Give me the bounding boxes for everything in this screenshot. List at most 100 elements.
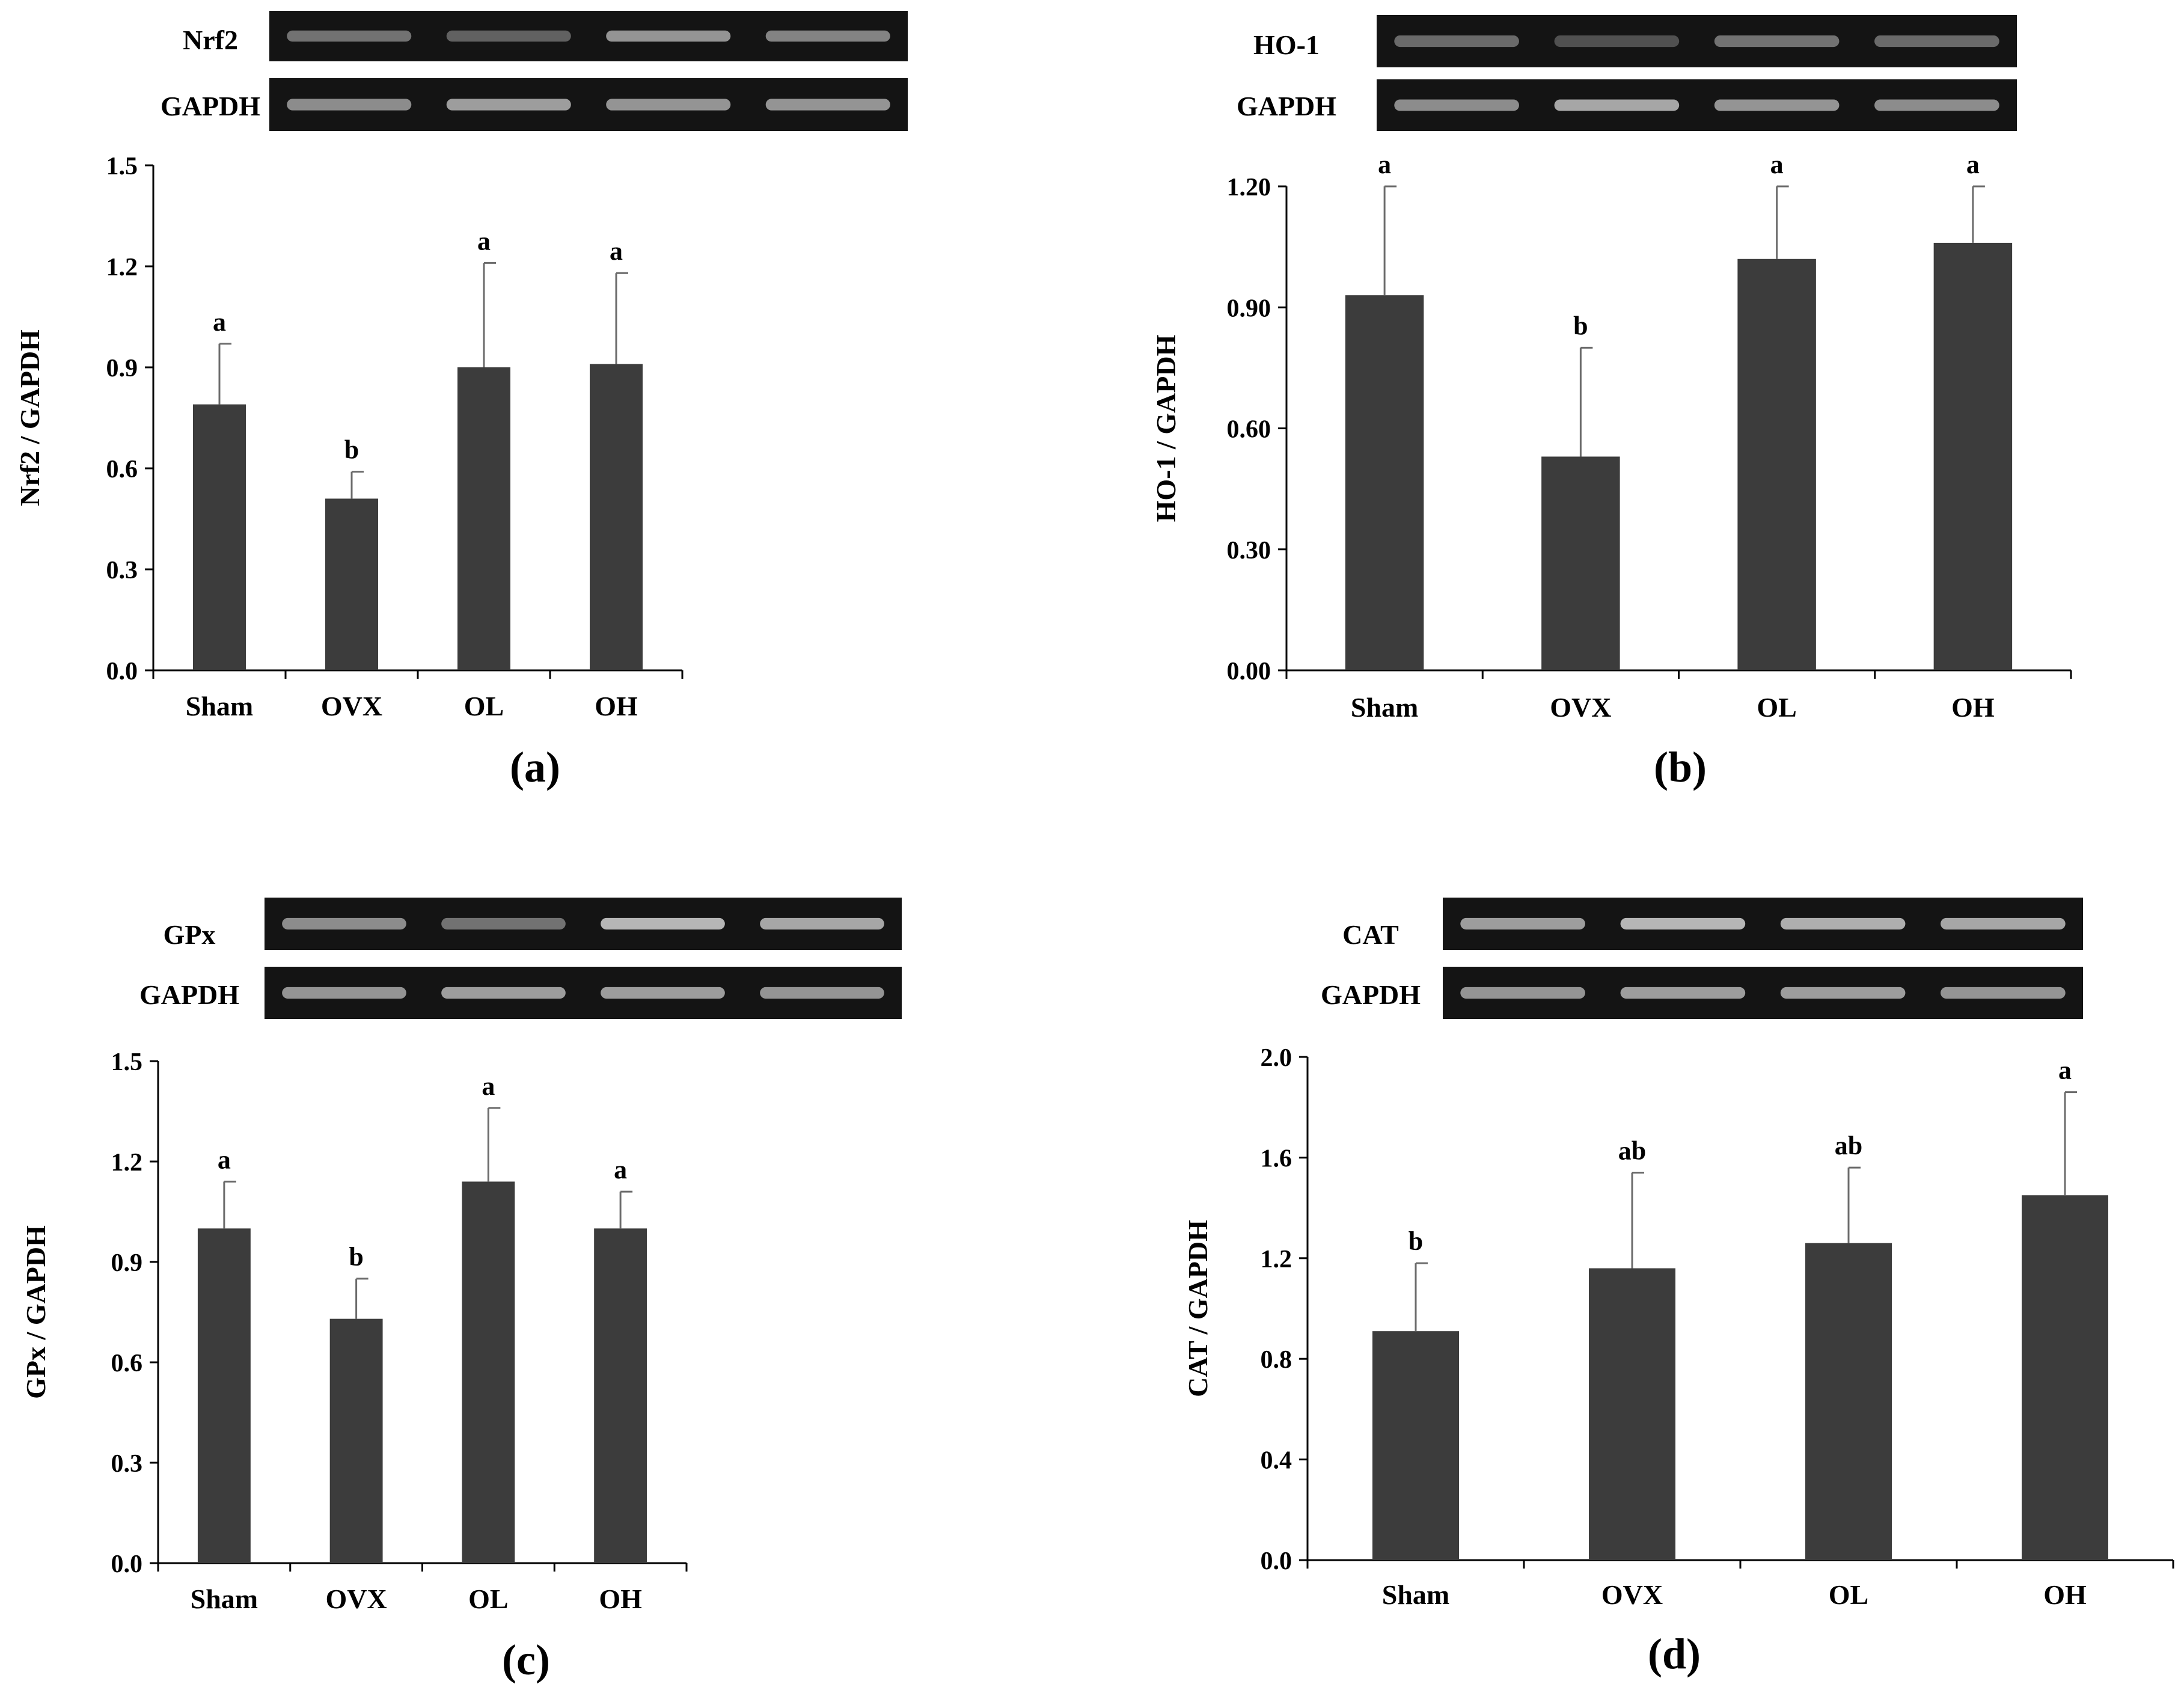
gel-band-gapdh: [1874, 99, 1999, 111]
y-axis-label: CAT / GAPDH: [1182, 1220, 1213, 1397]
gel-band-gene: [282, 917, 406, 930]
gel-band-gapdh: [765, 99, 890, 111]
gel-band-gapdh: [1620, 987, 1746, 999]
bar: [1589, 1268, 1675, 1560]
y-tick-label: 1.6: [1261, 1145, 1292, 1172]
y-tick-label: 1.2: [111, 1149, 143, 1177]
y-tick-label: 0.90: [1227, 295, 1271, 322]
gel-band-gapdh: [601, 987, 725, 999]
gel-band-gene: [1941, 917, 2066, 930]
significance-label: a: [1378, 150, 1391, 179]
bar: [193, 404, 246, 670]
y-tick-label: 1.5: [106, 153, 138, 180]
significance-label: ab: [1618, 1136, 1646, 1166]
bar: [1345, 295, 1424, 670]
bar: [329, 1318, 383, 1563]
gel-band-gene: [606, 30, 731, 42]
gel-band-gene: [1394, 35, 1519, 47]
gel-band-gene: [1460, 917, 1585, 930]
bar: [325, 498, 378, 670]
significance-label: b: [349, 1242, 363, 1272]
gel-band-gene: [760, 917, 884, 930]
y-tick-label: 1.2: [106, 254, 138, 281]
x-tick-label: OH: [1951, 692, 1995, 723]
gel-band-gene: [441, 917, 566, 930]
gel-gapdh-label: GAPDH: [1237, 91, 1336, 121]
bar: [462, 1181, 515, 1563]
gel-band-gene: [1874, 35, 1999, 47]
bar: [457, 367, 510, 670]
significance-label: b: [344, 435, 359, 465]
y-tick-label: 1.20: [1227, 174, 1271, 201]
gel-gapdh-label: GAPDH: [139, 979, 239, 1010]
y-tick-label: 0.9: [111, 1249, 143, 1277]
x-tick-label: OL: [1829, 1579, 1868, 1610]
y-tick-label: 0.60: [1227, 416, 1271, 444]
x-tick-label: OVX: [326, 1584, 387, 1614]
y-tick-label: 0.0: [1261, 1547, 1292, 1575]
gel-band-gene: [287, 30, 412, 42]
x-tick-label: OVX: [321, 691, 382, 721]
bar: [1541, 456, 1620, 670]
y-tick-label: 2.0: [1261, 1044, 1292, 1072]
gel-band-gene: [765, 30, 890, 42]
significance-label: a: [477, 226, 491, 256]
y-axis-label: Nrf2 / GAPDH: [14, 329, 45, 506]
y-tick-label: 1.2: [1261, 1246, 1292, 1273]
gel-gapdh-label: GAPDH: [1321, 979, 1421, 1010]
chart-panel-1: HO-1 GAPDH 0.00 0.30 0.60 0.90 1.20 HO-1 / GAPD…: [1151, 15, 2072, 791]
gel-gene-label: Nrf2: [183, 25, 238, 55]
y-tick-label: 0.4: [1261, 1447, 1292, 1475]
bar: [1805, 1243, 1892, 1560]
significance-label: a: [614, 1155, 627, 1184]
bar: [590, 364, 643, 670]
y-tick-label: 0.3: [111, 1450, 143, 1478]
x-tick-label: OL: [1757, 692, 1796, 723]
gel-band-gene: [1780, 917, 1906, 930]
gel-gene-label: GPx: [164, 919, 216, 950]
significance-label: ab: [1835, 1131, 1862, 1160]
significance-label: a: [482, 1071, 495, 1101]
significance-label: a: [1770, 150, 1784, 179]
y-axis-label: HO-1 / GAPDH: [1151, 334, 1181, 522]
x-tick-label: Sham: [1382, 1579, 1449, 1610]
x-tick-label: OH: [599, 1584, 642, 1614]
gel-band-gapdh: [1460, 987, 1585, 999]
gel-band-gene: [1620, 917, 1746, 930]
x-tick-label: OVX: [1550, 692, 1611, 723]
y-tick-label: 0.8: [1261, 1346, 1292, 1374]
bar: [594, 1228, 647, 1563]
panel-label: (c): [502, 1636, 550, 1684]
significance-label: a: [218, 1145, 231, 1174]
x-tick-label: OL: [464, 691, 504, 721]
gel-band-gapdh: [1780, 987, 1906, 999]
x-tick-label: OVX: [1601, 1579, 1663, 1610]
y-tick-label: 1.5: [111, 1048, 143, 1076]
gel-band-gapdh: [1714, 99, 1840, 111]
gel-band-gapdh: [446, 99, 571, 111]
bar: [1372, 1331, 1459, 1560]
x-tick-label: Sham: [186, 691, 253, 721]
gel-band-gene: [601, 917, 725, 930]
chart-panel-0: Nrf2 GAPDH 0.0 0.3 0.6 0.9 1.2 1.5 Nrf2 / GAPDH S…: [14, 11, 908, 791]
gel-gene-label: CAT: [1342, 919, 1399, 950]
gel-band-gene: [1714, 35, 1840, 47]
significance-label: a: [1966, 150, 1980, 179]
x-tick-label: Sham: [191, 1584, 258, 1614]
x-tick-label: OH: [595, 691, 638, 721]
gel-band-gapdh: [287, 99, 412, 111]
significance-label: b: [1573, 311, 1588, 340]
y-tick-label: 0.6: [111, 1350, 143, 1377]
y-tick-label: 0.0: [111, 1550, 143, 1578]
panel-label: (b): [1654, 743, 1707, 791]
significance-label: b: [1409, 1226, 1423, 1256]
chart-panel-2: GPx GAPDH 0.0 0.3 0.6 0.9 1.2 1.5 GPx / GAPDH Sha…: [20, 898, 902, 1684]
significance-label: a: [213, 307, 226, 337]
y-tick-label: 0.00: [1227, 658, 1271, 685]
chart-panel-3: CAT GAPDH 0.0 0.4 0.8 1.2 1.6 2.0 CAT / GAPDH Sha…: [1182, 898, 2174, 1678]
gel-band-gapdh: [606, 99, 731, 111]
significance-label: a: [610, 236, 623, 266]
gel-band-gapdh: [760, 987, 884, 999]
gel-band-gapdh: [1941, 987, 2066, 999]
